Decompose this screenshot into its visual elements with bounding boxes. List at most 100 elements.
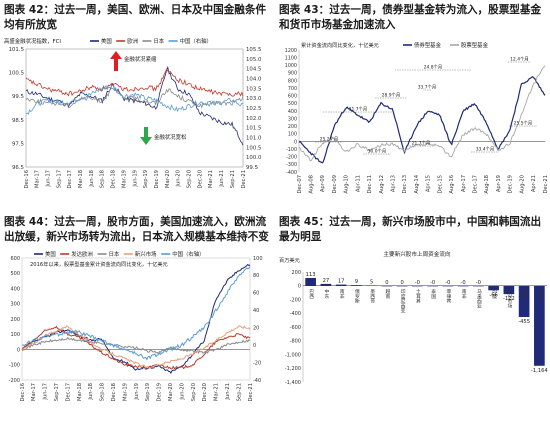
chart-43-xtick: Dec-13 xyxy=(402,175,408,194)
chart-45-bar xyxy=(335,284,347,286)
chart-45-data-label: 9 xyxy=(355,279,358,285)
chart-42-legend-label: 美国 xyxy=(101,37,112,45)
chart-42-xtick: Sep-20 xyxy=(187,170,193,188)
chart-43-xtick: Aug-18 xyxy=(484,175,490,194)
chart-44-xtick: Sep-18 xyxy=(100,383,106,401)
chart-43-xtick: Apr-21 xyxy=(531,175,537,192)
chart-43-ytick: 100 xyxy=(288,132,297,138)
chart-42-xtick: Jun-19 xyxy=(132,170,138,188)
chart-45-category-label: 中东 xyxy=(323,288,328,299)
chart-44-ytick-right: 80 xyxy=(253,273,259,279)
chart-43-cycle-label: 33.4个月 xyxy=(476,147,495,153)
chart-45-ytick: -1,000 xyxy=(285,352,301,358)
chart-42-series-line xyxy=(25,65,244,146)
chart-44-ytick-right: 100 xyxy=(253,256,263,262)
chart-43-xtick: Dec-19 xyxy=(508,175,514,194)
chart-45-category-label: 越南 xyxy=(384,288,389,299)
chart-45-bar xyxy=(518,285,530,318)
chart-45-ytick: 0 xyxy=(298,284,301,290)
panel-43: 图表 43：过去一周，债券型基金转为流入，股票型基金和货币市场基金加速流入 累计… xyxy=(275,0,550,212)
chart-45-category-label: 巴西 xyxy=(308,289,313,300)
chart-42-ytick-right: 101.0 xyxy=(246,136,262,142)
chart-45-ytick: -1,400 xyxy=(285,380,301,386)
panel-45: 图表 45：过去一周，新兴市场股市中，中国和韩国流出最为明显 百万美元 主要新兴股… xyxy=(275,212,550,424)
chart-42-series-line xyxy=(25,88,244,109)
chart-44-legend-label: 新兴市场 xyxy=(135,250,157,258)
chart-45-category-label: 南非 xyxy=(339,288,344,300)
chart-43-xtick: Dec-07 xyxy=(297,175,303,194)
chart-43-legend-label: 债券型基金 xyxy=(414,41,442,49)
chart-42-ytick-right: 100.5 xyxy=(246,145,261,151)
chart-44-xtick: Jun-18 xyxy=(88,383,94,401)
chart-44-xtick: Dec-20 xyxy=(202,383,208,402)
chart-42-annotation: 金融状况紧缩 xyxy=(124,55,157,63)
chart-43-legend-label: 股票型基金 xyxy=(461,41,489,49)
chart-42-xtick: Mar-20 xyxy=(165,170,171,188)
chart-42-xtick: Jun-20 xyxy=(176,170,182,188)
chart-43-ytick: 300 xyxy=(288,116,297,122)
chart-44-xtick: Jun-21 xyxy=(225,383,231,401)
chart-44-series-line xyxy=(21,325,251,369)
chart-43-xtick: Apr-15 xyxy=(426,175,432,192)
chart-42-loosen-arrow xyxy=(140,127,152,145)
chart-43-ytick: 0 xyxy=(294,139,297,145)
chart-44-xtick: Sep-20 xyxy=(191,383,197,401)
chart-45-bar xyxy=(427,285,438,287)
chart-45-ytick: 200 xyxy=(291,270,301,276)
chart-45-category-label: 南非 xyxy=(461,288,466,300)
chart-43-cycle-label: 21.7个月 xyxy=(412,141,431,147)
chart-45-ytick: -600 xyxy=(290,325,301,331)
chart-43-xtick: Aug-10 xyxy=(344,175,350,194)
chart-45-category-label: 俄罗斯 xyxy=(354,288,359,305)
chart-44-series-line xyxy=(21,263,251,374)
chart-45-category-label: 印度尼西亚 xyxy=(400,288,405,313)
chart-45-ytick: -1,200 xyxy=(285,366,301,372)
chart-45-bar xyxy=(305,277,316,286)
chart-42-ytick-left: 101.5 xyxy=(9,47,24,53)
chart-44-xtick: Mar-18 xyxy=(77,383,83,401)
chart-42-xtick: Mar-17 xyxy=(35,170,41,188)
chart-44-ytick-left: 600 xyxy=(10,256,20,262)
chart-42-xtick: Mar-19 xyxy=(121,170,127,188)
chart-42-annotation: 金融状况宽松 xyxy=(154,133,187,141)
chart-44-xtick: Sep-19 xyxy=(145,383,151,401)
chart-44-xtick: Dec-17 xyxy=(65,383,71,402)
chart-42-xtick: Dec-19 xyxy=(154,170,160,189)
chart-42-xtick: Dec-18 xyxy=(111,170,117,189)
chart-45-bar xyxy=(366,285,377,287)
chart-45-data-label: -455 xyxy=(518,319,530,325)
chart-44-xtick: Dec-19 xyxy=(157,383,163,402)
chart-44-ytick-left: -100 xyxy=(9,363,20,369)
chart-43-xtick: Apr-17 xyxy=(461,175,467,192)
chart-44-xtick: Mar-20 xyxy=(168,383,174,401)
chart-42-subtitle: 高盛金融状况指数，FCI xyxy=(4,37,61,45)
chart-42-ytick-left: 97.5 xyxy=(12,141,24,147)
chart-45-ytick: -800 xyxy=(290,339,301,345)
chart-42-xtick: Sep-19 xyxy=(143,170,149,188)
chart-44: 美国 发达欧洲 日本 新兴市场 中国（右轴） 2016年以来，股票型基金累计资金流向同比变… xyxy=(9,250,263,402)
chart-43-xtick: Aug-16 xyxy=(449,175,455,194)
chart-45-data-label: -122 xyxy=(503,296,515,302)
chart-43-xtick: Dec-11 xyxy=(367,175,373,194)
chart-44-xtick: Dec-21 xyxy=(248,383,254,402)
panel-44: 图表 44：过去一周，股市方面，美国加速流入，欧洲流出放缓，新兴市场转为流出，日… xyxy=(0,212,275,424)
chart-45-bar xyxy=(442,285,454,287)
chart-43-ytick: 200 xyxy=(288,124,297,130)
chart-43-ytick: 500 xyxy=(288,101,297,107)
chart-43-xtick: Dec-17 xyxy=(473,175,479,194)
chart-44-legend-label: 日本 xyxy=(109,250,120,258)
chart-44-series-line xyxy=(21,325,251,370)
chart-42-ytick-right: 102.0 xyxy=(246,116,262,122)
chart-44-plot-frame xyxy=(21,257,251,381)
chart-45-subtitle: 主要新兴股市上周资金流向 xyxy=(383,250,451,258)
chart-43-cycle-label: 31.7个月 xyxy=(349,107,368,113)
chart-42-ytick-right: 102.5 xyxy=(246,106,261,112)
chart-44-xtick: Mar-21 xyxy=(214,383,220,401)
chart-43-xtick: Dec-15 xyxy=(437,175,443,194)
chart-44-legend-label: 发达欧洲 xyxy=(71,250,93,258)
chart-44-ytick-left: 400 xyxy=(10,286,20,292)
chart-42-ytick-right: 100.0 xyxy=(246,155,262,161)
chart-43-ytick: -100 xyxy=(286,147,297,153)
chart-44-ytick-right: 60 xyxy=(253,291,259,297)
chart-43-cycle-label: 12.4个月 xyxy=(510,57,529,63)
